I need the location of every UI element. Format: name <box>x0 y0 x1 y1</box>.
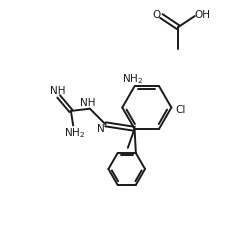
Text: O: O <box>152 10 161 20</box>
Text: NH: NH <box>50 86 65 96</box>
Text: NH: NH <box>80 98 95 108</box>
Text: OH: OH <box>194 10 210 20</box>
Text: N: N <box>97 124 105 134</box>
Text: Cl: Cl <box>176 104 186 114</box>
Text: NH$_2$: NH$_2$ <box>122 72 143 85</box>
Text: NH$_2$: NH$_2$ <box>64 125 85 139</box>
